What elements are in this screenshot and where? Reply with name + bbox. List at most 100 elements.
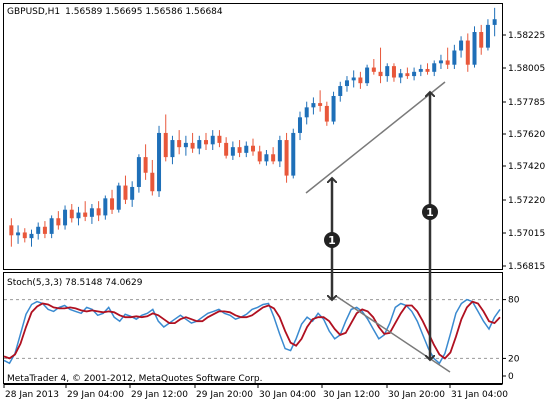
x-tick-label: 28 Jan 2013: [5, 390, 59, 400]
stoch-panel: [3, 272, 503, 384]
candle: [89, 204, 94, 224]
candle: [378, 47, 383, 84]
candle: [291, 128, 296, 179]
candle: [418, 64, 423, 77]
candle: [217, 130, 222, 148]
candle: [177, 130, 182, 155]
candle: [445, 47, 450, 69]
candle: [324, 101, 329, 126]
candle: [452, 44, 457, 69]
x-tick-label: 30 Jan 20:00: [388, 390, 445, 400]
candle: [277, 135, 282, 168]
candle: [36, 222, 41, 240]
candle: [56, 211, 61, 230]
price-y-tick-label: 1.57785: [508, 98, 545, 108]
candle: [365, 64, 370, 87]
price-y-tick-label: 1.57620: [508, 130, 545, 140]
candle: [271, 147, 276, 165]
candle: [150, 159, 155, 196]
price-y-tick-label: 1.57220: [508, 196, 545, 206]
candle: [116, 182, 121, 213]
price-symbol: GBPUSD,H1: [7, 7, 60, 17]
stoch-y-axis: 80 20 0: [502, 296, 520, 382]
x-tick-label: 30 Jan 04:00: [259, 390, 316, 400]
candle: [297, 111, 302, 141]
candle: [16, 225, 21, 244]
stoch-main-line: [3, 298, 501, 365]
price-y-tick-label: 1.56815: [508, 262, 545, 272]
candle: [459, 36, 464, 58]
candle: [251, 138, 255, 156]
candle: [130, 181, 135, 207]
x-tick-label: 29 Jan 12:00: [131, 390, 188, 400]
stoch-y-tick-label: 20: [508, 354, 520, 364]
candle: [204, 132, 209, 151]
candle: [83, 201, 88, 222]
candle: [9, 218, 14, 247]
candle: [183, 135, 188, 156]
candle: [22, 228, 27, 243]
candle: [230, 141, 235, 160]
candle: [264, 150, 269, 166]
candle: [432, 60, 437, 77]
candle: [110, 189, 115, 214]
price-y-tick-label: 1.57420: [508, 162, 545, 172]
candle: [210, 130, 215, 151]
candle: [351, 70, 356, 88]
stoch-y-tick-label: 80: [508, 296, 520, 306]
price-y-tick-label: 1.57015: [508, 229, 545, 239]
arrow-badge-left: 1: [324, 232, 340, 248]
candle: [385, 63, 390, 82]
price-header: GBPUSD,H1 1.56589 1.56695 1.56586 1.56684: [7, 7, 223, 17]
copyright-text: MetaTrader 4, © 2001-2012, MetaQuotes So…: [7, 374, 263, 384]
stoch-levels: [4, 299, 500, 359]
price-y-axis: 1.58225 1.58005 1.57785 1.57620 1.57420 1.572…: [502, 31, 545, 272]
candle: [143, 144, 148, 180]
candle: [492, 7, 497, 37]
x-axis: 28 Jan 2013 29 Jan 04:00 29 Jan 12:00 29 Ja…: [3, 384, 508, 400]
candle: [136, 154, 141, 193]
candle: [163, 114, 168, 162]
candle: [485, 19, 490, 51]
candle: [304, 101, 309, 125]
candle: [257, 145, 262, 165]
candle: [224, 137, 229, 159]
price-panel: [3, 3, 503, 270]
candle: [479, 24, 484, 55]
candle: [190, 132, 195, 153]
candle: [318, 90, 323, 112]
stoch-lines: [3, 298, 501, 365]
candle: [244, 141, 249, 158]
candle: [472, 26, 477, 68]
candle: [405, 67, 410, 79]
candle: [29, 229, 34, 247]
candle: [63, 205, 68, 230]
candle: [284, 132, 289, 183]
candle: [338, 81, 343, 102]
candle: [425, 63, 430, 75]
candle: [76, 206, 81, 226]
stoch-header: Stoch(5,3,3) 78.5148 74.0629: [7, 278, 143, 288]
candle: [170, 135, 175, 165]
candle: [103, 195, 108, 220]
svg-text:1: 1: [328, 234, 336, 247]
candle: [69, 204, 74, 223]
candle: [344, 76, 349, 92]
price-y-tick-label: 1.58005: [508, 64, 545, 74]
candle: [465, 33, 470, 72]
candle: [96, 201, 101, 222]
candle: [311, 97, 316, 115]
candle: [197, 135, 202, 155]
candle: [358, 71, 363, 89]
stoch-y-tick-label: 0: [508, 372, 514, 382]
candle: [438, 54, 443, 69]
price-ohlc: 1.56589 1.56695 1.56586 1.56684: [65, 7, 223, 17]
x-tick-label: 29 Jan 20:00: [196, 390, 253, 400]
price-y-tick-label: 1.58225: [508, 31, 545, 41]
candle: [331, 91, 336, 125]
x-tick-label: 30 Jan 12:00: [323, 390, 380, 400]
candle: [371, 59, 376, 75]
arrow-badge-right: 1: [422, 204, 438, 220]
x-tick-label: 29 Jan 04:00: [67, 390, 124, 400]
